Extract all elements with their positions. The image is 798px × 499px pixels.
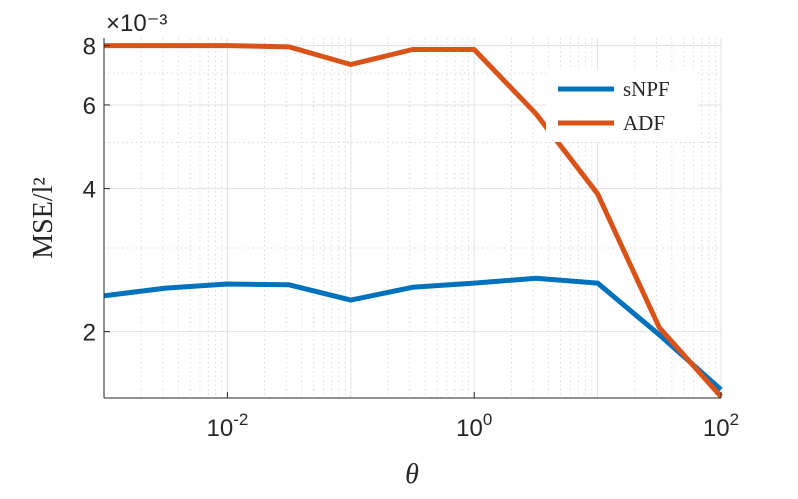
tick-labels: 10-2 100 102 2 4 6 8 — [83, 34, 739, 442]
series-layer — [103, 43, 723, 399]
axes — [103, 38, 722, 399]
legend-label-adf: ADF — [623, 111, 665, 135]
legend-label-snpf: sNPF — [623, 77, 670, 101]
series-line-adf — [104, 43, 723, 399]
y-axis-label: MSE/l² — [28, 177, 59, 259]
x-tick-label: 102 — [703, 410, 739, 442]
y-tick-label: 2 — [83, 320, 96, 347]
legend[interactable]: sNPF ADF — [546, 70, 698, 142]
x-tick-label: 10-2 — [206, 410, 248, 442]
y-tick-label: 8 — [83, 34, 96, 61]
y-tick-label: 4 — [83, 177, 96, 204]
series-line-snpf — [103, 275, 723, 392]
legend-box — [546, 70, 698, 142]
x-axis-label: θ — [405, 459, 419, 490]
y-tick-label: 6 — [83, 93, 96, 120]
y-multiplier: ×10⁻³ — [106, 10, 167, 37]
x-tick-label: 100 — [456, 410, 492, 442]
